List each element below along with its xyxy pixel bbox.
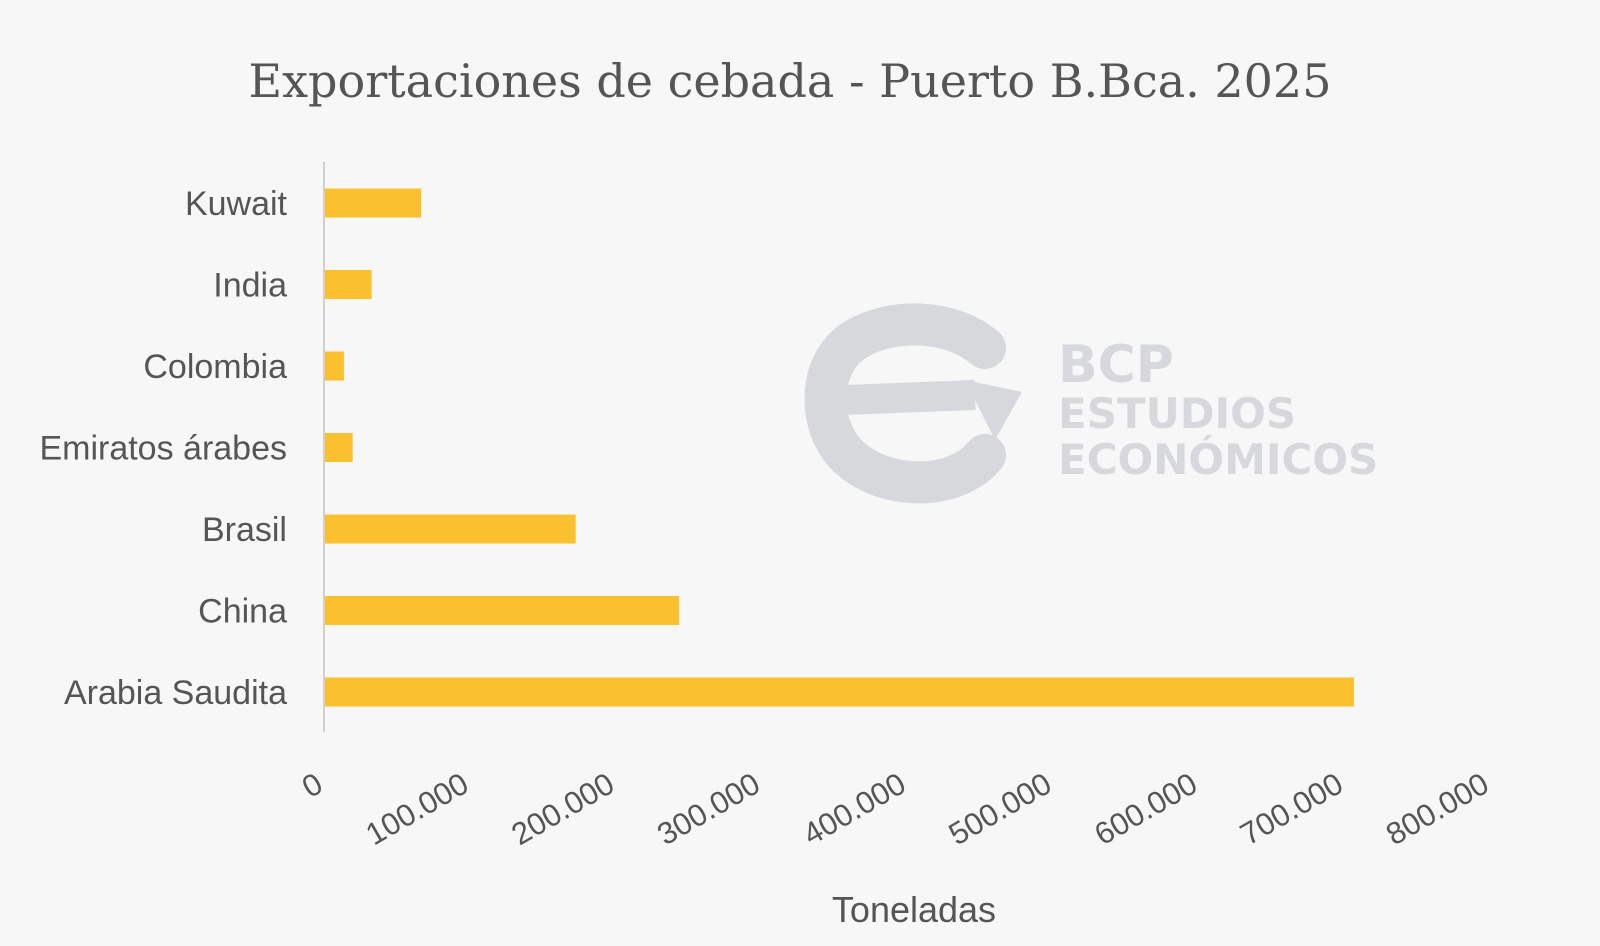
- bars-group: [325, 188, 1354, 707]
- x-tick-label: 400.000: [797, 766, 912, 852]
- category-label: Arabia Saudita: [64, 674, 287, 712]
- bar-arabia-saudita: [325, 677, 1354, 707]
- bar-china: [325, 596, 680, 625]
- category-label: Brasil: [202, 511, 287, 549]
- x-tick-label: 700.000: [1234, 766, 1349, 852]
- tick-labels: 0 100.000 200.000 300.000 400.000 500.000 600.…: [296, 766, 1494, 852]
- category-label: Emiratos árabes: [39, 430, 287, 468]
- bar-kuwait: [325, 188, 422, 218]
- chart-title: Exportaciones de cebada - Puerto B.Bca. …: [249, 54, 1332, 108]
- category-labels: Kuwait India Colombia Emiratos árabes Brasil…: [39, 185, 287, 712]
- bar-emiratos-rabes: [325, 433, 353, 462]
- x-tick-label: 800.000: [1380, 766, 1495, 852]
- x-tick-label: 200.000: [505, 766, 620, 852]
- x-tick-label: 0: [296, 766, 328, 805]
- category-label: Kuwait: [185, 185, 288, 223]
- x-axis-title: Toneladas: [832, 889, 996, 930]
- x-tick-label: 100.000: [360, 766, 475, 852]
- watermark-line2: ESTUDIOS: [1058, 389, 1296, 438]
- x-tick-label: 500.000: [943, 766, 1058, 852]
- watermark-line1: BCP: [1058, 335, 1174, 395]
- category-label: Colombia: [143, 348, 287, 386]
- x-tick-label: 600.000: [1088, 766, 1203, 852]
- bar-colombia: [325, 351, 344, 381]
- category-label: China: [198, 593, 287, 631]
- watermark: BCP ESTUDIOS ECONÓMICOS: [804, 303, 1378, 504]
- category-label: India: [213, 267, 287, 305]
- bcp-logo-icon: [804, 303, 1022, 504]
- x-tick-label: 300.000: [651, 766, 766, 852]
- bar-india: [325, 270, 372, 299]
- bar-brasil: [325, 514, 576, 544]
- watermark-line3: ECONÓMICOS: [1058, 434, 1378, 484]
